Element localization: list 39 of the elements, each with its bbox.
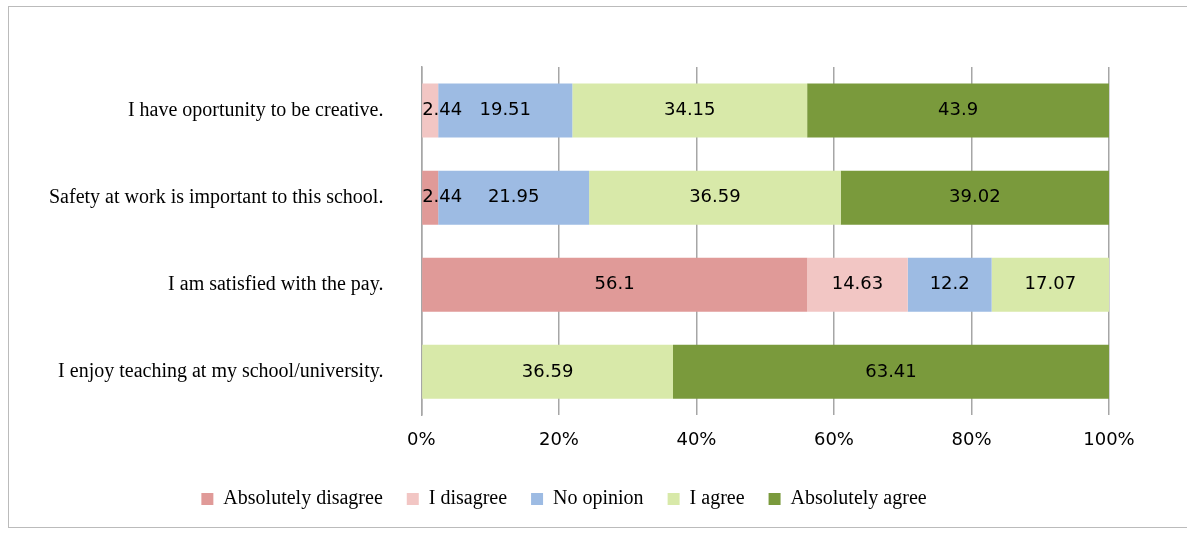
legend-label: Absolutely disagree — [223, 486, 383, 510]
x-tick-label: 80% — [951, 427, 992, 449]
bar — [673, 344, 1109, 399]
bar — [840, 170, 1109, 225]
bar — [807, 83, 1109, 138]
data-label: 34.15 — [663, 98, 716, 120]
bar — [589, 170, 841, 225]
x-tick-label: 40% — [676, 427, 717, 449]
x-tick-label: 20% — [538, 427, 579, 449]
y-tick-label: I am satisfied with the pay. — [168, 272, 384, 295]
bar — [422, 257, 808, 312]
bar — [572, 83, 808, 138]
x-tick-label: 0% — [407, 427, 436, 449]
data-label: 36.59 — [689, 185, 741, 207]
bar — [907, 257, 992, 312]
data-label: 36.59 — [521, 359, 574, 381]
legend-label: No opinion — [553, 486, 644, 510]
x-tick-label: 100% — [1083, 427, 1135, 449]
bar — [807, 257, 908, 312]
data-label: 19.51 — [479, 98, 532, 120]
legend-label: Absolutely agree — [790, 486, 927, 510]
data-label: 2.44 — [422, 98, 463, 120]
data-label: 2.44 — [422, 185, 463, 207]
bar — [991, 257, 1109, 312]
data-label: 39.02 — [949, 185, 1001, 207]
data-label: 63.41 — [865, 359, 917, 381]
y-tick-label: I enjoy teaching at my school/university. — [58, 359, 384, 383]
data-label: 21.95 — [487, 185, 540, 207]
legend-label: I agree — [689, 486, 745, 510]
legend-label: I disagree — [428, 486, 508, 510]
data-label: 17.07 — [1024, 272, 1077, 294]
data-label: 43.9 — [938, 98, 979, 120]
data-label: 56.1 — [594, 272, 635, 294]
y-tick-label: I have oportunity to be creative. — [127, 97, 384, 121]
y-tick-label: Safety at work is important to this school. — [49, 184, 384, 208]
data-label: 12.2 — [929, 272, 970, 294]
data-label: 14.63 — [831, 272, 884, 294]
bar — [422, 344, 673, 399]
x-tick-label: 60% — [813, 427, 854, 449]
